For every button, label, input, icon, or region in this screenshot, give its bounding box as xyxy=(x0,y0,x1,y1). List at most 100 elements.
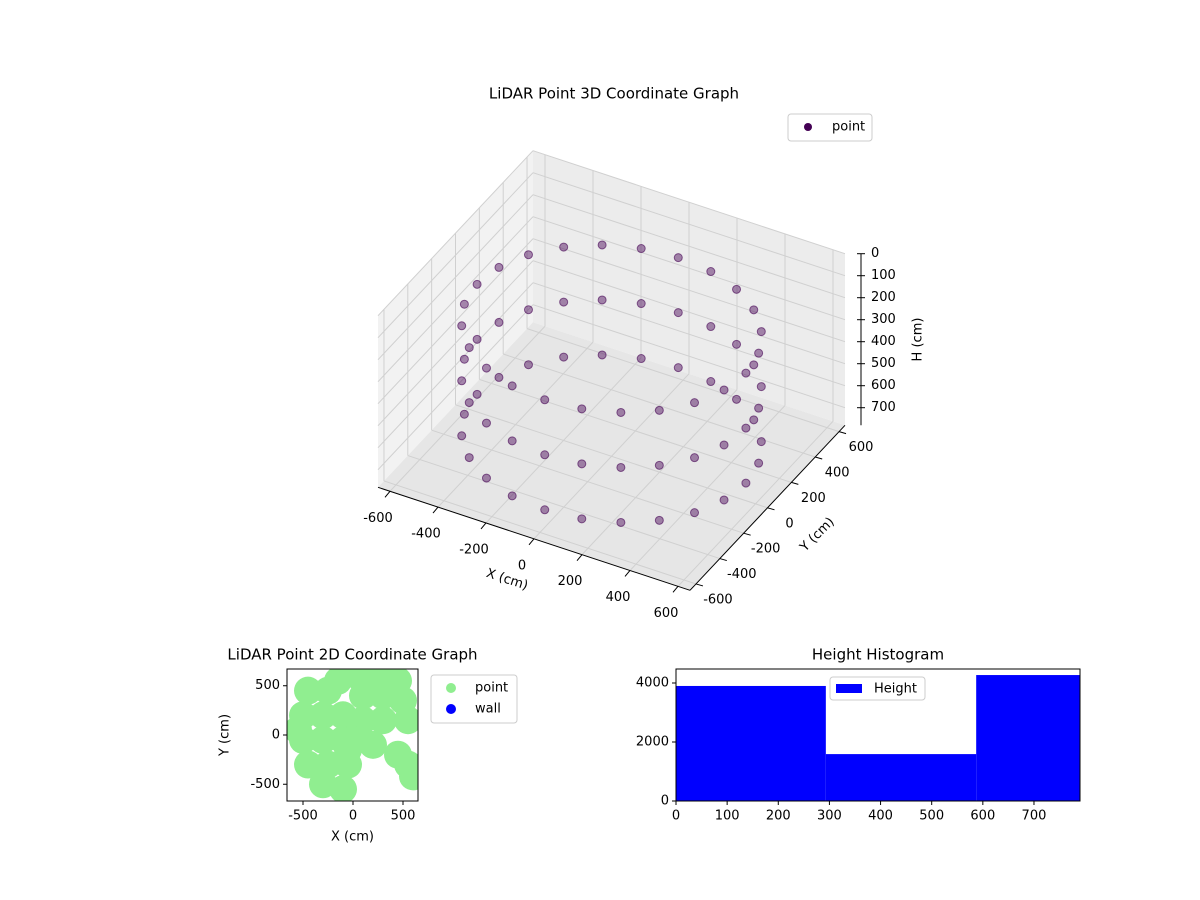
point xyxy=(616,462,626,472)
legend-marker xyxy=(446,704,456,714)
grid-line xyxy=(377,194,534,361)
z-tick-label: 500 xyxy=(871,356,896,371)
point xyxy=(507,491,517,501)
point xyxy=(636,299,646,309)
grid-line xyxy=(383,480,697,585)
grid-line xyxy=(377,282,534,449)
grid-line xyxy=(503,353,816,458)
x-tick-label: 0 xyxy=(518,558,526,573)
point xyxy=(654,515,664,525)
point xyxy=(706,377,716,387)
point xyxy=(494,372,504,382)
point xyxy=(399,762,418,791)
y-tick xyxy=(719,558,727,562)
point xyxy=(540,395,550,405)
point xyxy=(577,404,587,414)
bar xyxy=(825,754,977,801)
x-tick xyxy=(576,554,583,561)
point xyxy=(523,250,533,260)
point xyxy=(673,308,683,318)
point xyxy=(309,725,337,754)
point xyxy=(457,431,467,441)
point xyxy=(523,305,533,315)
y-tick-label: 200 xyxy=(801,491,826,506)
x-tick-label: 700 xyxy=(1022,809,1047,824)
legend-box xyxy=(787,113,873,142)
y-tick-label: -400 xyxy=(727,567,757,582)
point xyxy=(616,407,626,417)
point xyxy=(481,418,491,428)
grid-line xyxy=(526,328,840,433)
point xyxy=(719,385,729,395)
point xyxy=(732,394,742,404)
y-tick xyxy=(815,456,823,460)
point xyxy=(334,735,362,764)
grid-line xyxy=(532,260,846,365)
point xyxy=(732,284,742,294)
point xyxy=(523,360,533,370)
point xyxy=(741,478,751,488)
point xyxy=(457,376,467,386)
grid-line xyxy=(377,150,534,317)
point xyxy=(597,240,607,250)
x-tick-label: -200 xyxy=(459,542,489,557)
x-tick xyxy=(528,538,535,546)
axes-frame xyxy=(286,668,419,802)
point xyxy=(559,297,569,307)
grid-line xyxy=(377,260,534,427)
z-tick-label: 100 xyxy=(871,268,896,283)
point xyxy=(559,352,569,362)
chart-title: LiDAR Point 3D Coordinate Graph xyxy=(489,85,739,103)
point xyxy=(324,669,352,695)
point xyxy=(654,460,664,470)
z-axis-label: H (cm) xyxy=(911,318,926,362)
y-tick xyxy=(743,532,751,536)
grid-line xyxy=(532,150,846,255)
point xyxy=(459,299,469,309)
point xyxy=(756,437,766,447)
x-tick-label: 400 xyxy=(868,809,893,824)
point xyxy=(616,517,626,527)
x-tick-label: -600 xyxy=(363,511,393,526)
point xyxy=(349,681,377,710)
z-tick-label: 700 xyxy=(871,400,896,415)
y-tick xyxy=(695,583,704,587)
point xyxy=(754,458,764,468)
point xyxy=(636,354,646,364)
y-tick-label: 500 xyxy=(255,678,280,693)
y-tick xyxy=(838,431,847,435)
point xyxy=(459,409,469,419)
legend-label: point xyxy=(832,120,865,135)
z-tick-label: 600 xyxy=(871,378,896,393)
x-tick-label: 500 xyxy=(919,809,944,824)
x-tick-label: 0 xyxy=(672,809,680,824)
y-tick-label: 0 xyxy=(661,794,669,809)
point xyxy=(577,514,587,524)
x-tick-label: 200 xyxy=(558,574,583,589)
point xyxy=(384,740,412,769)
axes-frame xyxy=(675,668,1081,802)
grid-line xyxy=(377,238,534,405)
grid-line xyxy=(532,304,846,409)
grid-line xyxy=(532,282,846,387)
y-tick-label: 2000 xyxy=(636,735,669,750)
point xyxy=(472,389,482,399)
point xyxy=(754,348,764,358)
grid-line xyxy=(532,172,846,277)
point xyxy=(329,775,357,801)
point xyxy=(749,415,759,425)
chart-title: Height Histogram xyxy=(812,646,944,664)
point xyxy=(472,279,482,289)
grid-line xyxy=(532,216,846,321)
point xyxy=(287,716,312,745)
grid-line xyxy=(377,172,534,339)
point xyxy=(394,706,418,735)
point xyxy=(673,363,683,373)
point xyxy=(540,450,550,460)
x-tick xyxy=(624,570,631,577)
legend-box xyxy=(829,676,926,701)
legend-marker xyxy=(804,123,812,131)
point xyxy=(457,321,467,331)
x-tick-label: 600 xyxy=(654,606,679,621)
point xyxy=(464,453,474,463)
